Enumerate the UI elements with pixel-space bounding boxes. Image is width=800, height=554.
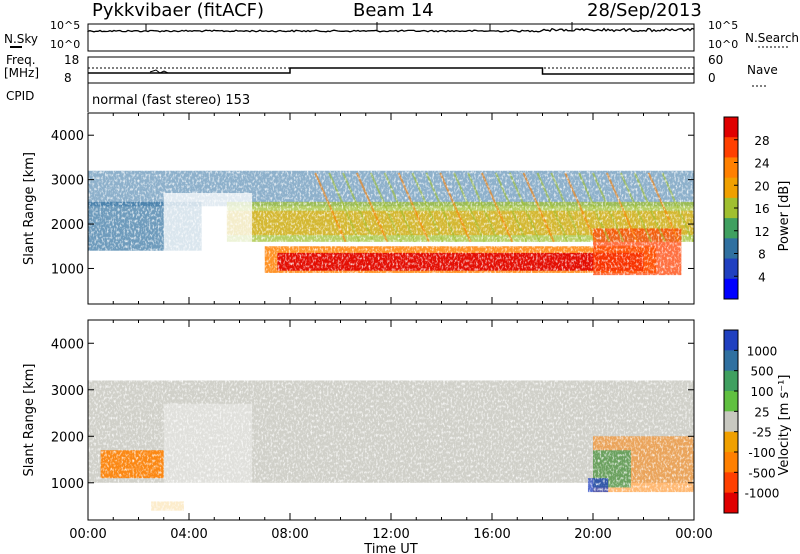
colorbar-tick-label: 4 <box>758 270 766 284</box>
ytick-label: 3000 <box>51 384 84 399</box>
colorbar-swatch <box>724 452 738 473</box>
high-range-gap <box>88 320 694 379</box>
ytick-label: 1000 <box>51 477 84 492</box>
ytick-label: 2000 <box>51 430 84 445</box>
xtick-label: 20:00 <box>574 527 611 542</box>
xtick-label: 00:00 <box>69 527 106 542</box>
colorbars: 28 24 20 16 12 8 4 Power [dB] 1000 500 100 25 -25 -10… <box>723 116 792 514</box>
colorbar-swatch <box>724 278 738 300</box>
colorbar-tick-label: 12 <box>754 225 769 239</box>
nsky-tick: 10^0 <box>50 38 80 51</box>
ytick-label: 2000 <box>51 218 84 233</box>
colorbar-tick-label: 1000 <box>747 344 778 358</box>
colorbar-tick-label: -100 <box>748 446 775 460</box>
xtick-label: 16:00 <box>473 527 510 542</box>
freq-trace <box>88 67 694 75</box>
freq-frame <box>87 56 695 84</box>
nave-tick: 60 <box>708 53 723 67</box>
colorbar-swatch <box>724 218 738 239</box>
xtick-label: 00:00 <box>675 527 712 542</box>
nave-label: Nave <box>747 63 778 77</box>
velocity-panel: 4000 3000 2000 1000 Slant Range [km] 00:00 04:… <box>22 319 713 554</box>
nsky-label: N.Sky <box>4 32 38 46</box>
nave-tick: 0 <box>708 71 716 85</box>
nsearch-label: N.Search <box>745 31 799 45</box>
colorbar-swatch <box>724 391 738 412</box>
low-range-gap <box>88 281 694 304</box>
nsearch-tick: 10^0 <box>708 38 738 51</box>
cpid-label: CPID <box>6 89 34 103</box>
ylabel: Slant Range [km] <box>22 152 37 265</box>
colorbar-tick-label: -1000 <box>745 487 780 501</box>
colorbar-swatch <box>724 137 738 158</box>
ytick-label: 4000 <box>51 129 84 144</box>
freq-wiggle <box>149 69 169 74</box>
ylabel: Slant Range [km] <box>22 364 37 477</box>
colorbar-swatch <box>724 492 738 514</box>
ytick-label: 3000 <box>51 174 84 189</box>
colorbar-frame <box>723 329 739 514</box>
colorbar-tick-label: -25 <box>752 426 772 440</box>
xtick-label: 04:00 <box>170 527 207 542</box>
low-range-gap <box>88 496 694 520</box>
colorbar-swatch <box>724 330 738 351</box>
heatmap-body <box>88 113 694 304</box>
nsky-frame <box>87 23 695 52</box>
colorbar-swatch <box>724 472 738 494</box>
xtick-label: 12:00 <box>372 527 409 542</box>
date-label: 28/Sep/2013 <box>587 0 702 21</box>
plot-title: Pykkvibaer (fitACF) <box>92 0 265 21</box>
colorbar-swatch <box>724 238 738 260</box>
nsky-trace <box>87 27 695 33</box>
status-panels: N.Sky 10^5 10^0 10^5 10^0 N.Search Freq.[MHz] 1… <box>4 19 799 112</box>
high-range-gap <box>88 113 694 169</box>
colorbar-swatch <box>724 197 738 219</box>
colorbar-swatch <box>724 350 738 372</box>
colorbar-tick-label: 16 <box>754 202 769 216</box>
cpid-text: normal (fast stereo) 153 <box>92 93 250 108</box>
nsearch-tick: 10^5 <box>708 19 738 32</box>
freq-tick: 8 <box>64 71 72 85</box>
dawn-gap <box>163 192 253 282</box>
colorbar-swatch <box>724 411 738 433</box>
colorbar-tick-label: 100 <box>751 385 774 399</box>
colorbar-swatch <box>724 177 738 199</box>
colorbar-tick-label: 24 <box>754 157 769 171</box>
colorbar-swatch <box>724 117 738 138</box>
heatmap-body <box>88 320 694 520</box>
colorbar-swatch <box>724 431 738 453</box>
colorbar-tick-label: 20 <box>754 179 769 193</box>
colorbar-swatch <box>724 370 738 392</box>
colorbar-label: Velocity [m s⁻¹] <box>777 375 792 476</box>
colorbar-tick-label: 25 <box>754 405 769 419</box>
freq-label: Freq. <box>6 53 36 67</box>
dawn-gap <box>163 403 253 497</box>
xlabel: Time UT <box>363 542 417 554</box>
power-panel: 4000 3000 2000 1000 Slant Range [km] <box>22 112 695 305</box>
beam-label: Beam 14 <box>353 0 434 21</box>
colorbar-tick-label: -500 <box>748 466 775 480</box>
freq-unit-label: [MHz] <box>4 66 39 80</box>
ytick-label: 1000 <box>51 262 84 277</box>
colorbar-tick-label: 500 <box>751 365 774 379</box>
ytick-label: 4000 <box>51 337 84 352</box>
colorbar-swatch <box>724 157 738 179</box>
colorbar-swatch <box>724 258 738 280</box>
colorbar-label: Power [dB] <box>777 181 792 252</box>
colorbar-tick-label: 8 <box>758 248 766 262</box>
xtick-label: 08:00 <box>271 527 308 542</box>
nsky-tick: 10^5 <box>50 19 80 32</box>
freq-tick: 18 <box>64 53 79 67</box>
colorbar-tick-label: 28 <box>754 134 769 148</box>
